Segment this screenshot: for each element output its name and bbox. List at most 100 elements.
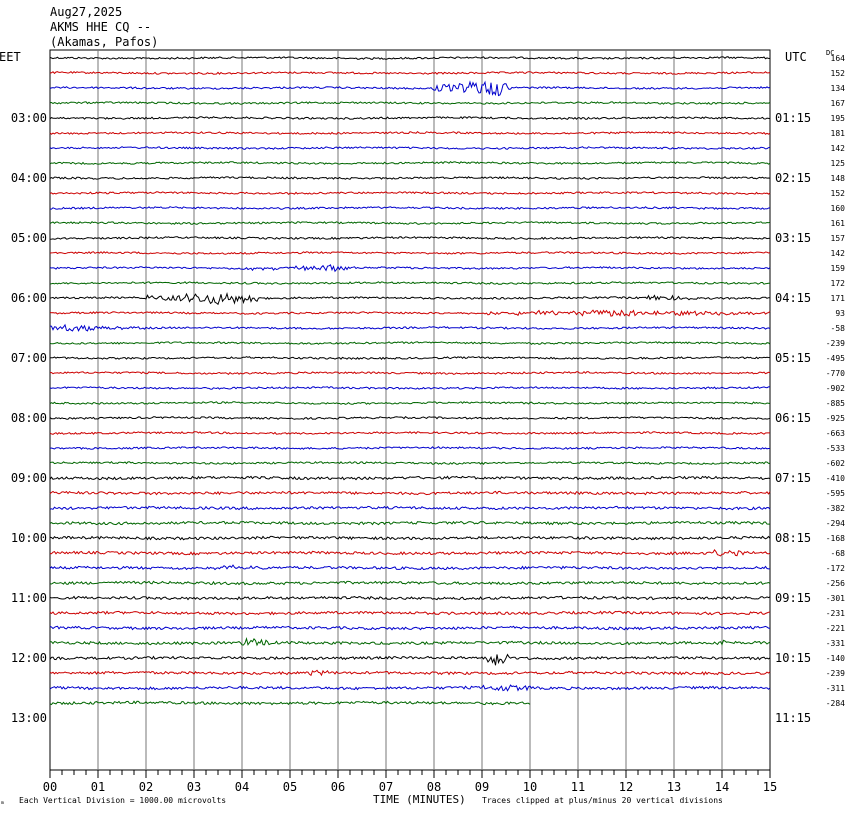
right-hour-label: 06:15	[775, 411, 811, 425]
trace-line	[49, 610, 771, 616]
trace-line	[49, 281, 771, 285]
trace-line	[49, 475, 771, 481]
right-hour-label: 10:15	[775, 651, 811, 665]
dc-offset-label: -595	[826, 489, 845, 498]
plot-frame	[49, 49, 771, 771]
left-hour-label: 03:00	[11, 111, 47, 125]
trace-line	[49, 370, 771, 375]
dc-offset-label: 152	[831, 69, 846, 78]
left-hour-label: 11:00	[11, 591, 47, 605]
dc-offset-label: 164	[831, 54, 846, 63]
dc-offset-label: 152	[831, 189, 846, 198]
dc-offset-label: 160	[831, 204, 846, 213]
trace-line	[49, 505, 771, 511]
dc-offset-label: 181	[831, 129, 846, 138]
dc-offset-label: 142	[831, 144, 846, 153]
dc-offset-label: 172	[831, 279, 846, 288]
dc-offset-label: 93	[835, 309, 845, 318]
dc-offset-label: 195	[831, 114, 846, 123]
dc-label: DC	[826, 49, 834, 57]
x-tick-label: 13	[667, 780, 681, 794]
trace-line	[49, 625, 771, 631]
left-hour-label: 07:00	[11, 351, 47, 365]
dc-offset-label: -311	[826, 684, 845, 693]
trace-line	[49, 549, 771, 557]
left-hour-labels: 03:00 04:00 05:00 06:00 07:00 08:00 09:00 10:00…	[11, 111, 47, 725]
x-tick-label: 14	[715, 780, 729, 794]
dc-offset-label: -168	[826, 534, 845, 543]
right-zone-label: UTC	[785, 50, 807, 64]
dc-offset-label: -602	[826, 459, 845, 468]
x-axis-title: TIME (MINUTES)	[373, 793, 466, 806]
header-location: (Akamas, Pafos)	[50, 35, 158, 49]
trace-line	[49, 401, 771, 405]
x-tick-label: 09	[475, 780, 489, 794]
dc-offset-label: -239	[826, 669, 845, 678]
dc-offset-label: 161	[831, 219, 846, 228]
trace-line	[49, 323, 771, 332]
header-station: AKMS HHE CQ --	[50, 20, 151, 34]
x-tick-label: 12	[619, 780, 633, 794]
x-tick-label: 05	[283, 780, 297, 794]
dc-offset-label: -231	[826, 609, 845, 618]
trace-line	[49, 460, 771, 465]
dc-offset-label: -533	[826, 444, 845, 453]
trace-line	[49, 356, 771, 360]
dc-offset-label: -331	[826, 639, 845, 648]
right-hour-label: 02:15	[775, 171, 811, 185]
trace-line	[50, 206, 771, 210]
dc-offset-label: -284	[826, 699, 845, 708]
trace-line	[49, 71, 771, 75]
corner-mark: ₘ	[0, 797, 5, 806]
dc-offset-label: -294	[826, 519, 845, 528]
dc-offset-label: -495	[826, 354, 845, 363]
x-tick-label: 08	[427, 780, 441, 794]
trace-line	[49, 309, 771, 317]
x-tick-label: 02	[139, 780, 153, 794]
dc-offset-label: -663	[826, 429, 845, 438]
minute-gridlines	[97, 50, 723, 770]
dc-offset-label: 157	[831, 234, 846, 243]
dc-offset-label: 142	[831, 249, 846, 258]
trace-line	[49, 669, 771, 677]
seismic-traces	[49, 56, 771, 706]
right-hour-label: 03:15	[775, 231, 811, 245]
dc-offset-label: 148	[831, 174, 846, 183]
trace-line	[50, 636, 771, 647]
x-axis: 00 01 02 03 04 05 06 07 08 09 10 11 12 13 14 15	[43, 770, 777, 794]
left-hour-label: 04:00	[11, 171, 47, 185]
dc-offset-label: 167	[831, 99, 846, 108]
dc-offset-label: -382	[826, 504, 845, 513]
header-date: Aug27,2025	[50, 5, 122, 19]
dc-offset-label: -221	[826, 624, 845, 633]
dc-offset-label: 134	[831, 84, 846, 93]
trace-line	[49, 116, 771, 120]
trace-line	[49, 146, 771, 150]
right-hour-label: 07:15	[775, 471, 811, 485]
trace-line	[49, 251, 771, 255]
right-hour-label: 05:15	[775, 351, 811, 365]
x-tick-label: 15	[763, 780, 777, 794]
trace-line	[49, 191, 771, 195]
footer-clip-note: Traces clipped at plus/minus 20 vertical…	[482, 796, 723, 805]
dc-offset-label: -902	[826, 384, 845, 393]
dc-offset-label: -172	[826, 564, 845, 573]
left-hour-label: 10:00	[11, 531, 47, 545]
trace-line	[49, 653, 771, 666]
dc-offset-label: 159	[831, 264, 846, 273]
trace-line	[49, 386, 771, 390]
trace-line	[49, 684, 771, 692]
trace-line	[49, 56, 771, 60]
trace-line	[49, 416, 771, 420]
right-hour-label: 04:15	[775, 291, 811, 305]
dc-offset-label: -58	[831, 324, 846, 333]
trace-line	[49, 580, 771, 586]
left-hour-label: 09:00	[11, 471, 47, 485]
left-hour-label: 12:00	[11, 651, 47, 665]
right-hour-label: 08:15	[775, 531, 811, 545]
right-hour-labels: 01:15 02:15 03:15 04:15 05:15 06:15 07:15 08:15…	[775, 111, 811, 725]
trace-line	[49, 535, 771, 541]
right-hour-label: 11:15	[775, 711, 811, 725]
dc-offset-label: 171	[831, 294, 846, 303]
